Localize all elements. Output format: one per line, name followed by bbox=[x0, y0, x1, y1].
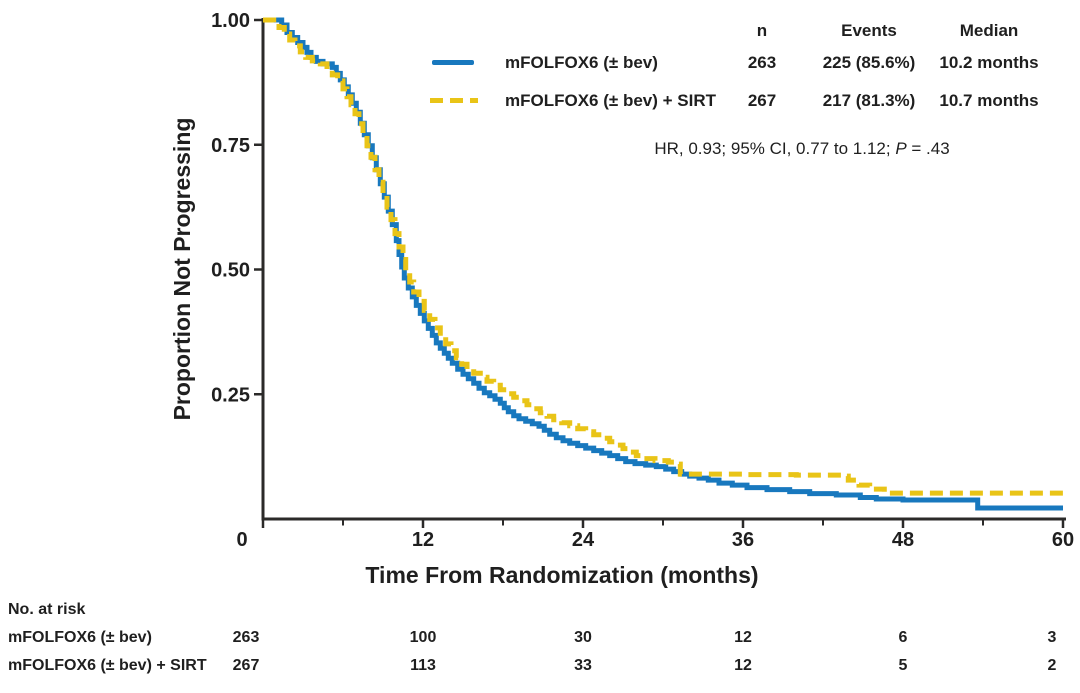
col-header-n: n bbox=[756, 21, 768, 40]
y-tick-label: 1.00 bbox=[211, 10, 250, 32]
axes-layer: 0 12 24 36 48 60 1.00 0.75 0.50 0.25 bbox=[211, 10, 1074, 551]
legend-label-mfolfox6: mFOLFOX6 (± bev) bbox=[505, 53, 658, 72]
median-value-mfolfox6-sirt: 10.7 months bbox=[939, 91, 1039, 110]
x-axis-title: Time From Randomization (months) bbox=[365, 562, 758, 588]
risk-count: 100 bbox=[409, 629, 437, 646]
x-tick-label: 36 bbox=[732, 529, 754, 551]
hr-annotation-text: HR, 0.93; 95% CI, 0.77 to 1.12; bbox=[654, 139, 896, 158]
risk-count: 2 bbox=[1047, 657, 1057, 674]
number-at-risk-table: No. at risk mFOLFOX6 (± bev) 263 100 30 … bbox=[0, 595, 1080, 693]
y-tick-label: 0.75 bbox=[211, 135, 250, 157]
risk-count: 33 bbox=[574, 657, 592, 674]
x-tick-label: 0 bbox=[236, 529, 247, 551]
risk-count: 6 bbox=[898, 629, 908, 646]
risk-count: 3 bbox=[1047, 629, 1057, 646]
events-value-mfolfox6: 225 (85.6%) bbox=[822, 53, 916, 72]
legend-swatch-mfolfox6-sirt bbox=[430, 98, 478, 103]
risk-count: 30 bbox=[574, 629, 592, 646]
col-header-events: Events bbox=[841, 21, 897, 40]
n-value-mfolfox6-sirt: 267 bbox=[747, 91, 777, 110]
legend-swatch-mfolfox6 bbox=[432, 60, 474, 65]
risk-row-label-mfolfox6-sirt: mFOLFOX6 (± bev) + SIRT bbox=[8, 657, 207, 674]
risk-count: 12 bbox=[734, 657, 752, 674]
x-tick-label: 60 bbox=[1052, 529, 1074, 551]
risk-table-title: No. at risk bbox=[8, 601, 86, 618]
risk-count: 263 bbox=[232, 629, 260, 646]
hr-annotation: HR, 0.93; 95% CI, 0.77 to 1.12; P = .43 bbox=[572, 139, 1032, 159]
x-tick-label: 48 bbox=[892, 529, 914, 551]
median-value-mfolfox6: 10.2 months bbox=[939, 53, 1039, 72]
risk-count: 267 bbox=[232, 657, 260, 674]
p-value-text: = .43 bbox=[906, 139, 950, 158]
p-value-symbol: P bbox=[895, 139, 907, 158]
col-header-median: Median bbox=[959, 21, 1019, 40]
risk-count: 12 bbox=[734, 629, 752, 646]
n-value-mfolfox6: 263 bbox=[747, 53, 777, 72]
legend-label-mfolfox6-sirt: mFOLFOX6 (± bev) + SIRT bbox=[505, 91, 716, 110]
x-tick-label: 12 bbox=[412, 529, 434, 551]
y-tick-label: 0.50 bbox=[211, 260, 250, 282]
risk-count: 113 bbox=[410, 657, 436, 674]
risk-count: 5 bbox=[898, 657, 908, 674]
km-curve-mfolfox6-sirt bbox=[263, 17, 1063, 496]
x-tick-label: 24 bbox=[572, 529, 595, 551]
km-chart: 0 12 24 36 48 60 1.00 0.75 0.50 0.25 Proportion N… bbox=[169, 10, 1074, 588]
risk-row-label-mfolfox6: mFOLFOX6 (± bev) bbox=[8, 629, 152, 646]
y-tick-label: 0.25 bbox=[211, 384, 250, 406]
legend-summary-table: n Events Median mFOLFOX6 (± bev) 263 225… bbox=[0, 0, 1080, 120]
events-value-mfolfox6-sirt: 217 (81.3%) bbox=[822, 91, 916, 110]
y-axis-title: Proportion Not Progressing bbox=[169, 118, 195, 421]
